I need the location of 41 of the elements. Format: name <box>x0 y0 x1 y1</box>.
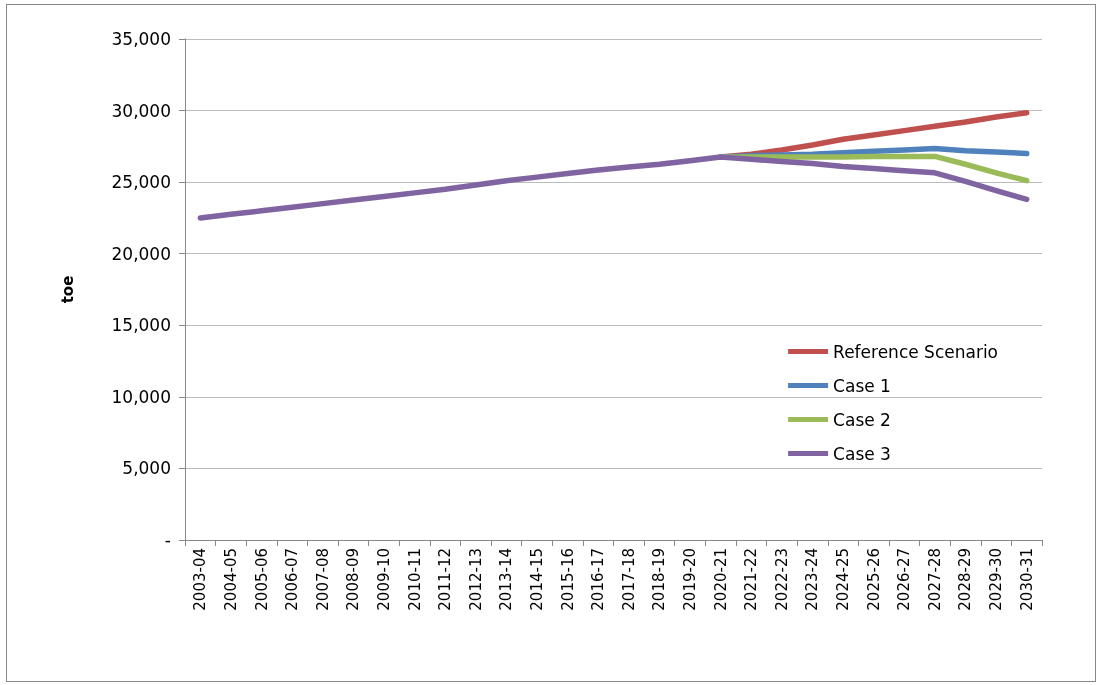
x-tick-label: 2007-08 <box>313 548 332 611</box>
x-tick-label: 2017-18 <box>619 548 638 611</box>
x-tick-label: 2028-29 <box>956 548 975 611</box>
x-tick-label: 2011-12 <box>436 548 455 611</box>
legend-label: Case 2 <box>833 409 891 430</box>
y-axis-title: toe <box>58 275 77 304</box>
x-tick-label: 2014-15 <box>527 548 546 611</box>
x-tick-label: 2023-24 <box>803 548 822 611</box>
x-tick-label: 2020-21 <box>711 548 730 611</box>
y-tick-label: 20,000 <box>111 243 171 264</box>
x-tick-label: 2019-20 <box>681 548 700 611</box>
x-tick-label: 2025-26 <box>864 548 883 611</box>
x-tick-label: 2026-27 <box>895 548 914 611</box>
x-tick-label: 2021-22 <box>742 548 761 611</box>
y-tick-label: 25,000 <box>111 172 171 193</box>
y-tick-label: 10,000 <box>111 386 171 407</box>
legend-label: Case 1 <box>833 375 891 396</box>
x-tick-label: 2004-05 <box>221 548 240 611</box>
x-tick-label: 2003-04 <box>191 548 210 611</box>
x-tick-label: 2006-07 <box>283 548 302 611</box>
y-tick-label: - <box>164 530 171 550</box>
y-tick-label: 5,000 <box>122 458 171 479</box>
x-tick-label: 2024-25 <box>834 548 853 611</box>
y-tick-label: 15,000 <box>111 315 171 336</box>
x-tick-label: 2018-19 <box>650 548 669 611</box>
x-tick-label: 2010-11 <box>405 548 424 611</box>
x-tick-label: 2009-10 <box>374 548 393 611</box>
x-tick-label: 2015-16 <box>558 548 577 611</box>
x-tick-label: 2008-09 <box>344 548 363 611</box>
x-tick-label: 2030-31 <box>1017 548 1036 611</box>
legend-label: Case 3 <box>833 443 891 464</box>
y-tick-label: 35,000 <box>111 29 171 49</box>
y-tick-label: 30,000 <box>111 100 171 121</box>
legend-label: Reference Scenario <box>833 341 999 362</box>
x-tick-label: 2029-30 <box>987 548 1006 611</box>
x-tick-label: 2022-23 <box>772 548 791 611</box>
x-tick-label: 2016-17 <box>589 548 608 611</box>
x-tick-label: 2005-06 <box>252 548 271 611</box>
x-tick-label: 2013-14 <box>497 548 516 611</box>
x-tick-label: 2027-28 <box>925 548 944 611</box>
x-tick-label: 2012-13 <box>466 548 485 611</box>
